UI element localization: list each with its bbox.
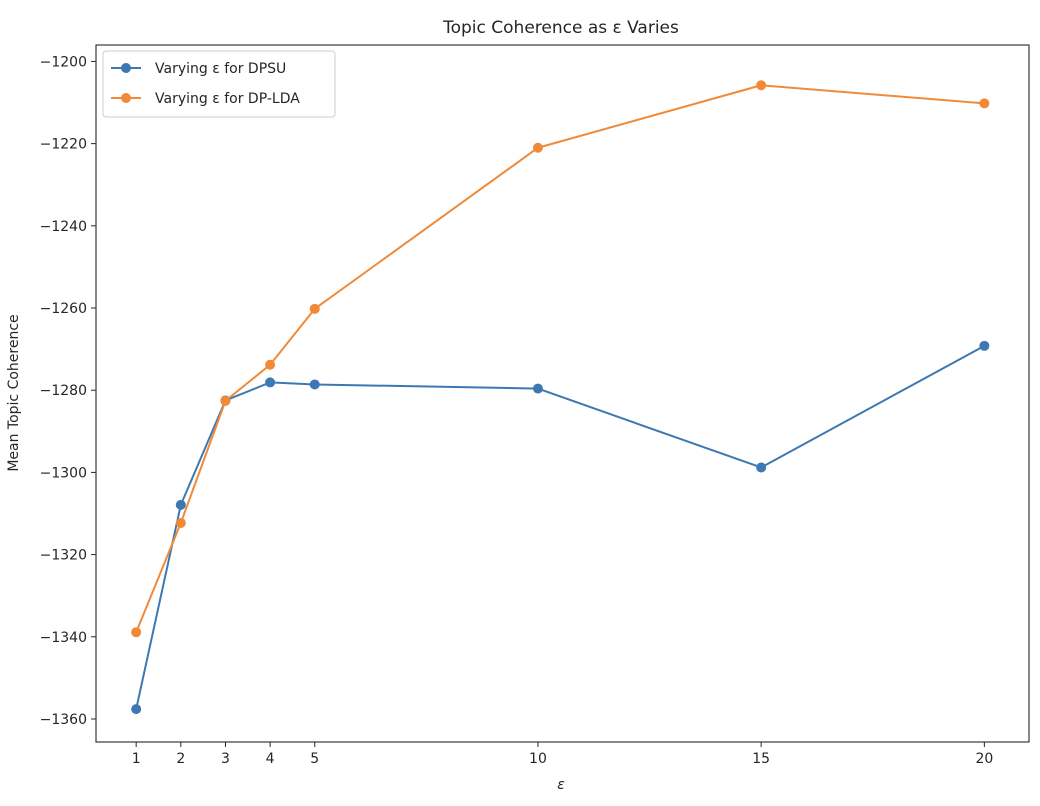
data-point-dpsu — [309, 379, 320, 390]
series-dpsu — [131, 340, 990, 715]
x-axis-ticks: 1 2 3 4 5 10 15 20 — [132, 742, 993, 767]
legend-label-dp-lda: Varying ε for DP-LDA — [155, 91, 300, 107]
legend-marker-dp-lda — [121, 93, 131, 103]
data-point-dp-lda — [979, 98, 990, 109]
y-tick-label: −1220 — [40, 137, 87, 153]
data-point-dp-lda — [532, 142, 543, 153]
data-point-dpsu — [175, 499, 186, 510]
y-tick-label: −1200 — [40, 54, 87, 70]
y-axis-label: Mean Topic Coherence — [6, 314, 22, 471]
x-tick-label: 2 — [176, 751, 185, 767]
series-dp-lda — [131, 80, 990, 638]
legend-box — [102, 50, 336, 118]
legend: Varying ε for DPSU Varying ε for DP-LDA — [102, 50, 336, 118]
y-axis-ticks: −1200 −1220 −1240 −1260 −1280 −1300 −1320 −1340… — [40, 54, 96, 728]
data-point-dpsu — [532, 383, 543, 394]
x-tick-label: 10 — [529, 751, 547, 767]
x-tick-label: 5 — [310, 751, 319, 767]
x-axis-label: ε — [557, 777, 565, 793]
y-tick-label: −1320 — [40, 548, 87, 564]
series-layer — [131, 80, 990, 715]
legend-label-dpsu: Varying ε for DPSU — [155, 61, 286, 77]
x-tick-label: 4 — [266, 751, 275, 767]
data-point-dp-lda — [309, 303, 320, 314]
legend-entry-dp-lda: Varying ε for DP-LDA — [111, 91, 300, 107]
legend-entry-dpsu: Varying ε for DPSU — [111, 61, 286, 77]
y-tick-label: −1300 — [40, 465, 87, 481]
x-tick-label: 20 — [975, 751, 993, 767]
x-tick-label: 3 — [221, 751, 230, 767]
data-point-dpsu — [756, 462, 767, 473]
y-tick-label: −1280 — [40, 383, 87, 399]
y-tick-label: −1340 — [40, 630, 87, 646]
plot-area-frame — [95, 44, 1030, 743]
data-point-dp-lda — [220, 395, 231, 406]
chart-title: Topic Coherence as ε Varies — [442, 18, 679, 38]
data-point-dpsu — [979, 340, 990, 351]
x-tick-label: 1 — [132, 751, 141, 767]
data-point-dp-lda — [131, 627, 142, 638]
series-line-dpsu — [135, 344, 985, 710]
data-point-dpsu — [131, 704, 142, 715]
y-tick-label: −1260 — [40, 301, 87, 317]
y-tick-label: −1360 — [40, 712, 87, 728]
data-point-dp-lda — [265, 359, 276, 370]
x-tick-label: 15 — [752, 751, 770, 767]
data-point-dpsu — [265, 377, 276, 388]
legend-marker-dpsu — [121, 63, 131, 73]
data-point-dp-lda — [175, 517, 186, 528]
y-tick-label: −1240 — [40, 219, 87, 235]
series-line-dp-lda — [135, 84, 985, 633]
data-point-dp-lda — [756, 80, 767, 91]
